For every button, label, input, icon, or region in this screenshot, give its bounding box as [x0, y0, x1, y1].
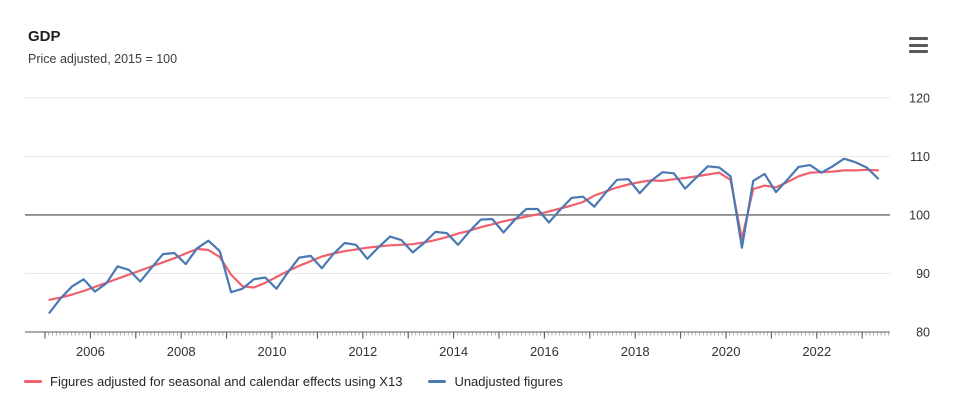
unadjusted-gdp-line: [48, 157, 880, 314]
x-axis-label: 2016: [530, 344, 559, 359]
chart-header: GDP Price adjusted, 2015 = 100: [28, 28, 177, 66]
x-axis-label: 2010: [258, 344, 287, 359]
unadjusted-series-swatch: [428, 380, 447, 383]
legend-item-adjusted[interactable]: Figures adjusted for seasonal and calend…: [24, 374, 402, 389]
x-axis-label: 2022: [802, 344, 831, 359]
legend-item-unadjusted[interactable]: Unadjusted figures: [428, 374, 563, 389]
y-axis-label: 110: [910, 150, 930, 164]
legend-label-unadjusted: Unadjusted figures: [454, 374, 563, 389]
y-axis-label: 100: [909, 208, 930, 222]
hamburger-bar: [909, 43, 928, 47]
hamburger-bar: [909, 50, 928, 53]
x-axis-label: 2012: [348, 344, 377, 359]
adjusted-gdp-line: [48, 168, 880, 301]
x-axis-label: 2018: [621, 344, 650, 359]
chart-legend: Figures adjusted for seasonal and calend…: [24, 374, 589, 389]
x-axis-label: 2008: [167, 344, 196, 359]
y-axis-label: 120: [909, 91, 930, 105]
chart-title: GDP: [28, 28, 61, 45]
legend-label-adjusted: Figures adjusted for seasonal and calend…: [50, 374, 403, 389]
chart-subtitle: Price adjusted, 2015 = 100: [28, 52, 178, 66]
y-axis-label: 80: [916, 326, 930, 340]
y-axis-label: 90: [916, 267, 930, 281]
x-axis-label: 2020: [712, 344, 741, 359]
x-axis-label: 2006: [76, 344, 105, 359]
x-axis-label: 2014: [439, 344, 468, 359]
hamburger-bar: [909, 37, 928, 40]
adjusted-series-swatch: [24, 380, 42, 383]
hamburger-menu-icon[interactable]: [909, 37, 928, 53]
